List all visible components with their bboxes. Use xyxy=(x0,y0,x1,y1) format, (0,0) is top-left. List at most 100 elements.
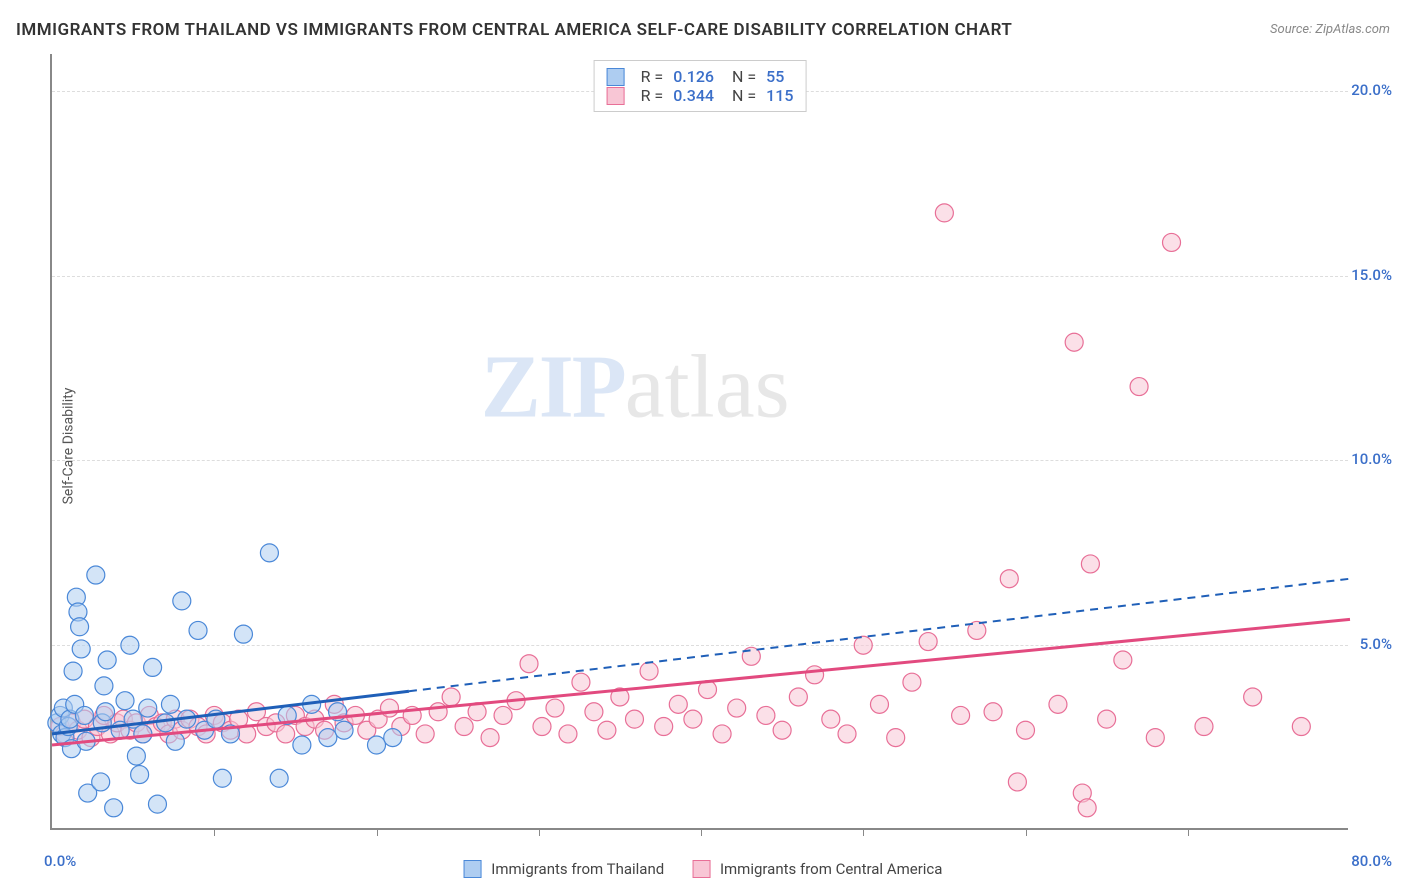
legend-label-central-america: Immigrants from Central America xyxy=(720,860,943,878)
scatter-point xyxy=(1078,799,1096,817)
scatter-point xyxy=(789,688,807,706)
scatter-point xyxy=(75,706,93,724)
scatter-point xyxy=(1017,721,1035,739)
scatter-point xyxy=(1098,710,1116,728)
scatter-point xyxy=(854,636,872,654)
scatter-point xyxy=(1081,555,1099,573)
scatter-point xyxy=(1008,773,1026,791)
scatter-point xyxy=(455,718,473,736)
legend-item-thailand: Immigrants from Thailand xyxy=(464,860,665,878)
scatter-point xyxy=(384,729,402,747)
trend-line-dashed xyxy=(409,579,1350,692)
chart-svg xyxy=(52,54,1348,828)
stats-row-central-america: R = 0.344 N = 115 xyxy=(607,86,794,105)
scatter-point xyxy=(1049,695,1067,713)
scatter-point xyxy=(494,706,512,724)
scatter-point xyxy=(234,625,252,643)
scatter-point xyxy=(572,673,590,691)
scatter-point xyxy=(757,706,775,724)
scatter-point xyxy=(134,725,152,743)
plot-area: ZIPatlas R = 0.126 N = 55 R = 0.344 N = … xyxy=(50,54,1348,830)
scatter-point xyxy=(92,773,110,791)
scatter-point xyxy=(139,699,157,717)
scatter-point xyxy=(116,692,134,710)
scatter-point xyxy=(655,718,673,736)
scatter-point xyxy=(822,710,840,728)
swatch-thailand xyxy=(607,68,625,86)
y-tick-label: 15.0% xyxy=(1351,266,1392,284)
scatter-point xyxy=(319,729,337,747)
scatter-point xyxy=(442,688,460,706)
n-label: N = xyxy=(724,67,756,86)
scatter-point xyxy=(1195,718,1213,736)
scatter-point xyxy=(713,725,731,743)
scatter-point xyxy=(887,729,905,747)
swatch-thailand-bottom xyxy=(464,860,482,878)
scatter-point xyxy=(173,592,191,610)
x-axis-max-label: 80.0% xyxy=(1351,852,1392,870)
legend-item-central-america: Immigrants from Central America xyxy=(692,860,942,878)
n-label: N = xyxy=(724,86,756,105)
scatter-point xyxy=(368,736,386,754)
scatter-point xyxy=(1065,333,1083,351)
scatter-point xyxy=(416,725,434,743)
swatch-central-america-bottom xyxy=(692,860,710,878)
scatter-point xyxy=(131,766,149,784)
scatter-point xyxy=(520,655,538,673)
swatch-central-america xyxy=(607,87,625,105)
scatter-point xyxy=(559,725,577,743)
scatter-central-america xyxy=(51,204,1310,817)
scatter-point xyxy=(625,710,643,728)
n-value-central-america: 115 xyxy=(766,86,793,105)
scatter-point xyxy=(213,769,231,787)
y-tick-label: 5.0% xyxy=(1360,635,1392,653)
r-label: R = xyxy=(641,67,664,86)
scatter-point xyxy=(148,795,166,813)
scatter-point xyxy=(669,695,687,713)
scatter-point xyxy=(684,710,702,728)
scatter-point xyxy=(277,725,295,743)
scatter-point xyxy=(105,799,123,817)
scatter-point xyxy=(1163,233,1181,251)
scatter-point xyxy=(144,658,162,676)
scatter-point xyxy=(838,725,856,743)
scatter-point xyxy=(72,640,90,658)
scatter-point xyxy=(335,721,353,739)
scatter-point xyxy=(585,703,603,721)
y-tick-label: 10.0% xyxy=(1351,450,1392,468)
scatter-point xyxy=(71,618,89,636)
scatter-point xyxy=(1130,378,1148,396)
scatter-point xyxy=(87,566,105,584)
scatter-point xyxy=(97,703,115,721)
scatter-thailand xyxy=(48,544,402,817)
scatter-point xyxy=(870,695,888,713)
scatter-point xyxy=(935,204,953,222)
scatter-point xyxy=(157,714,175,732)
scatter-point xyxy=(546,699,564,717)
scatter-point xyxy=(773,721,791,739)
scatter-point xyxy=(270,769,288,787)
scatter-point xyxy=(429,703,447,721)
bottom-legend: Immigrants from Thailand Immigrants from… xyxy=(464,860,943,878)
scatter-point xyxy=(121,636,139,654)
n-value-thailand: 55 xyxy=(766,67,784,86)
source-label: Source: ZipAtlas.com xyxy=(1270,22,1390,37)
stats-legend-box: R = 0.126 N = 55 R = 0.344 N = 115 xyxy=(594,60,807,112)
scatter-point xyxy=(1000,570,1018,588)
scatter-point xyxy=(481,729,499,747)
scatter-point xyxy=(293,736,311,754)
scatter-point xyxy=(189,621,207,639)
scatter-point xyxy=(903,673,921,691)
scatter-point xyxy=(728,699,746,717)
scatter-point xyxy=(161,695,179,713)
scatter-point xyxy=(598,721,616,739)
y-tick-label: 20.0% xyxy=(1351,81,1392,99)
scatter-point xyxy=(260,544,278,562)
scatter-point xyxy=(806,666,824,684)
scatter-point xyxy=(64,662,82,680)
scatter-point xyxy=(1114,651,1132,669)
scatter-point xyxy=(984,703,1002,721)
scatter-point xyxy=(640,662,658,680)
scatter-point xyxy=(98,651,116,669)
scatter-point xyxy=(533,718,551,736)
